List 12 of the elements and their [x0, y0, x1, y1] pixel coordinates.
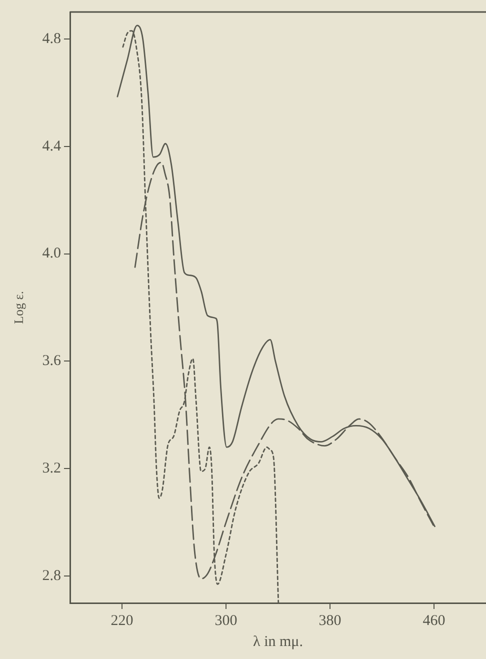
- y-tick-label: 4.0: [42, 246, 61, 262]
- y-axis-title: Log ε.: [11, 291, 26, 324]
- y-tick-label: 3.6: [42, 353, 62, 370]
- x-axis-title: λ in mμ.: [253, 634, 303, 650]
- x-tick-label: 460: [422, 612, 446, 629]
- x-tick-label: 300: [214, 612, 238, 629]
- y-tick-label: 3.2: [42, 460, 61, 477]
- y-tick-label: 4.4: [42, 138, 62, 154]
- y-tick-label: 4.8: [42, 30, 61, 47]
- x-tick-label: 220: [110, 612, 134, 629]
- x-tick-label: 380: [318, 612, 342, 629]
- y-tick-label: 2.8: [42, 568, 61, 584]
